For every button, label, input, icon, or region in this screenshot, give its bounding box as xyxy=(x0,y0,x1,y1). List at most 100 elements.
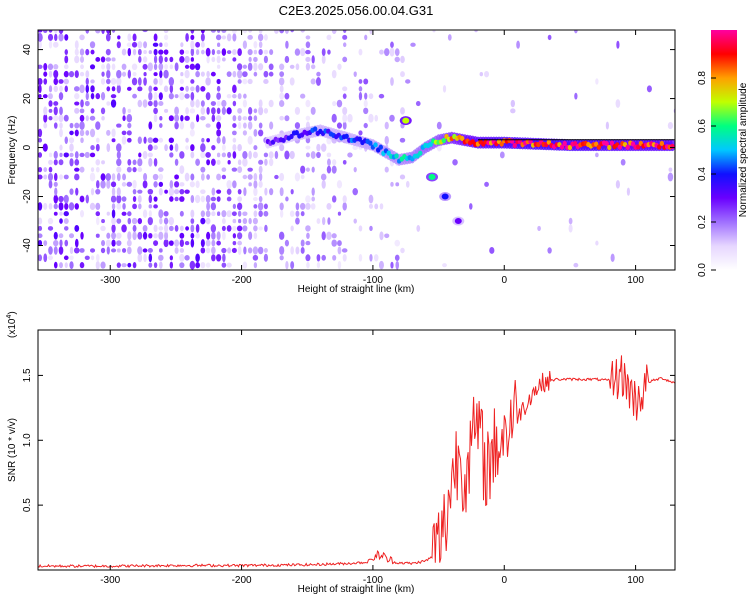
spectrogram-cell xyxy=(80,99,84,108)
spectrogram-cell xyxy=(237,166,243,174)
spectrogram-cell xyxy=(85,48,90,56)
spectrogram-cell xyxy=(179,86,184,91)
spectrogram-cell xyxy=(143,71,147,77)
spectrogram-cell xyxy=(169,180,174,189)
spectrogram-cell xyxy=(95,254,100,262)
spectrogram-cell xyxy=(216,78,221,85)
spectrogram-cell xyxy=(195,232,200,239)
spectrogram-cell xyxy=(232,241,237,246)
spectrogram-cell xyxy=(59,106,63,116)
spectrogram-cell xyxy=(137,136,142,144)
spectrogram-cell xyxy=(169,152,174,158)
spectrogram-cell xyxy=(447,34,452,41)
snr-x-ticks: -300 -200 -100 0 100 xyxy=(100,330,644,586)
spectrogram-cell xyxy=(216,42,221,48)
spectrogram-cell xyxy=(111,231,116,240)
spectrogram-cell xyxy=(226,107,232,115)
spectrogram-cell xyxy=(190,173,195,181)
spectrogram-cell xyxy=(95,137,100,143)
spectrogram-x-label: Height of straight line (km) xyxy=(298,284,415,295)
spectrogram-cell xyxy=(110,99,117,108)
spectrogram-cell xyxy=(252,196,258,202)
spectrogram-cell xyxy=(232,137,237,143)
spectrogram-cell xyxy=(159,261,163,269)
spectrogram-cell xyxy=(190,209,195,218)
spectrogram-cell xyxy=(116,77,122,86)
spectrogram-cell xyxy=(342,30,347,33)
spectrogram-cell xyxy=(169,144,174,151)
spectrogram-cell xyxy=(263,210,269,217)
spectrogram-cell xyxy=(216,121,222,130)
spectrogram-ridge-mark xyxy=(386,150,391,156)
spectrogram-cell xyxy=(210,202,217,211)
spectrogram-cell xyxy=(137,189,143,194)
spectrogram-cell xyxy=(95,93,101,100)
spectrogram-cell xyxy=(274,174,279,180)
spectrogram-x-tick-label: -300 xyxy=(100,275,120,286)
spectrogram-cell xyxy=(184,93,190,99)
spectrogram-cell xyxy=(79,71,85,77)
spectrogram-cell xyxy=(273,30,279,34)
spectrogram-cell xyxy=(190,151,195,159)
spectrogram-cell xyxy=(80,64,84,70)
spectrogram-cell xyxy=(153,78,158,85)
spectrogram-cell xyxy=(100,261,106,269)
spectrogram-cell xyxy=(253,210,258,218)
spectrogram-cell xyxy=(358,79,363,84)
spectrogram-cell xyxy=(152,42,159,47)
spectrogram-cell xyxy=(180,42,184,48)
spectrogram-cell xyxy=(142,56,148,63)
spectrogram-cell xyxy=(174,247,179,254)
spectrogram-cell xyxy=(211,211,216,217)
spectrogram-cell xyxy=(216,196,221,202)
spectrogram-cell xyxy=(242,40,248,49)
spectrogram-cell xyxy=(258,122,263,129)
spectrogram-cell xyxy=(153,196,158,202)
spectrogram-cell xyxy=(52,41,59,48)
spectrogram-cell xyxy=(121,211,127,216)
spectrogram-cell xyxy=(53,211,58,216)
spectrogram-cell xyxy=(432,30,436,33)
spectrogram-cell xyxy=(205,194,211,204)
spectrogram-cell xyxy=(190,79,195,84)
spectrogram-cell xyxy=(221,225,226,231)
spectrogram-cell xyxy=(69,152,74,158)
spectrogram-cell xyxy=(331,113,337,123)
spectrogram-cell xyxy=(268,151,274,159)
spectrogram-x-tick-label: 0 xyxy=(501,275,507,286)
spectrogram-cell xyxy=(615,99,621,108)
spectrogram-cell xyxy=(190,91,195,101)
spectrogram-cell xyxy=(216,85,221,92)
spectrogram-cell xyxy=(142,180,148,189)
spectrogram-cell xyxy=(79,48,85,56)
spectrogram-cell xyxy=(111,57,116,62)
snr-y-scale: (x104) xyxy=(6,311,18,338)
spectrogram-cell xyxy=(300,247,305,254)
spectrogram-cell xyxy=(137,158,143,167)
spectrogram-cell xyxy=(300,174,305,180)
spectrogram-cell xyxy=(100,78,106,85)
spectrogram-cell xyxy=(268,99,274,108)
spectrogram-cell xyxy=(137,253,143,263)
spectrogram-cell xyxy=(232,218,237,224)
spectrogram-cell xyxy=(394,56,400,63)
spectrogram-cell xyxy=(236,225,243,232)
spectrogram-cell xyxy=(236,202,243,211)
spectrogram-cell xyxy=(137,167,143,173)
spectrogram-cell xyxy=(47,63,54,71)
spectrogram-cell xyxy=(316,151,321,159)
spectrogram-cell xyxy=(132,72,137,77)
spectrogram-cell xyxy=(384,166,389,173)
spectrogram-cell xyxy=(316,143,321,152)
spectrogram-cell xyxy=(342,106,348,115)
spectrogram-cell xyxy=(64,55,69,64)
spectrogram-cell xyxy=(142,99,148,108)
spectrogram-cell xyxy=(279,187,284,197)
spectrogram-cell xyxy=(310,151,316,159)
spectrogram-cell xyxy=(169,56,174,63)
spectrogram-cell xyxy=(59,122,63,129)
spectrogram-cell xyxy=(43,122,48,129)
spectrogram-cell xyxy=(316,218,321,225)
spectrogram-cell xyxy=(242,78,248,85)
